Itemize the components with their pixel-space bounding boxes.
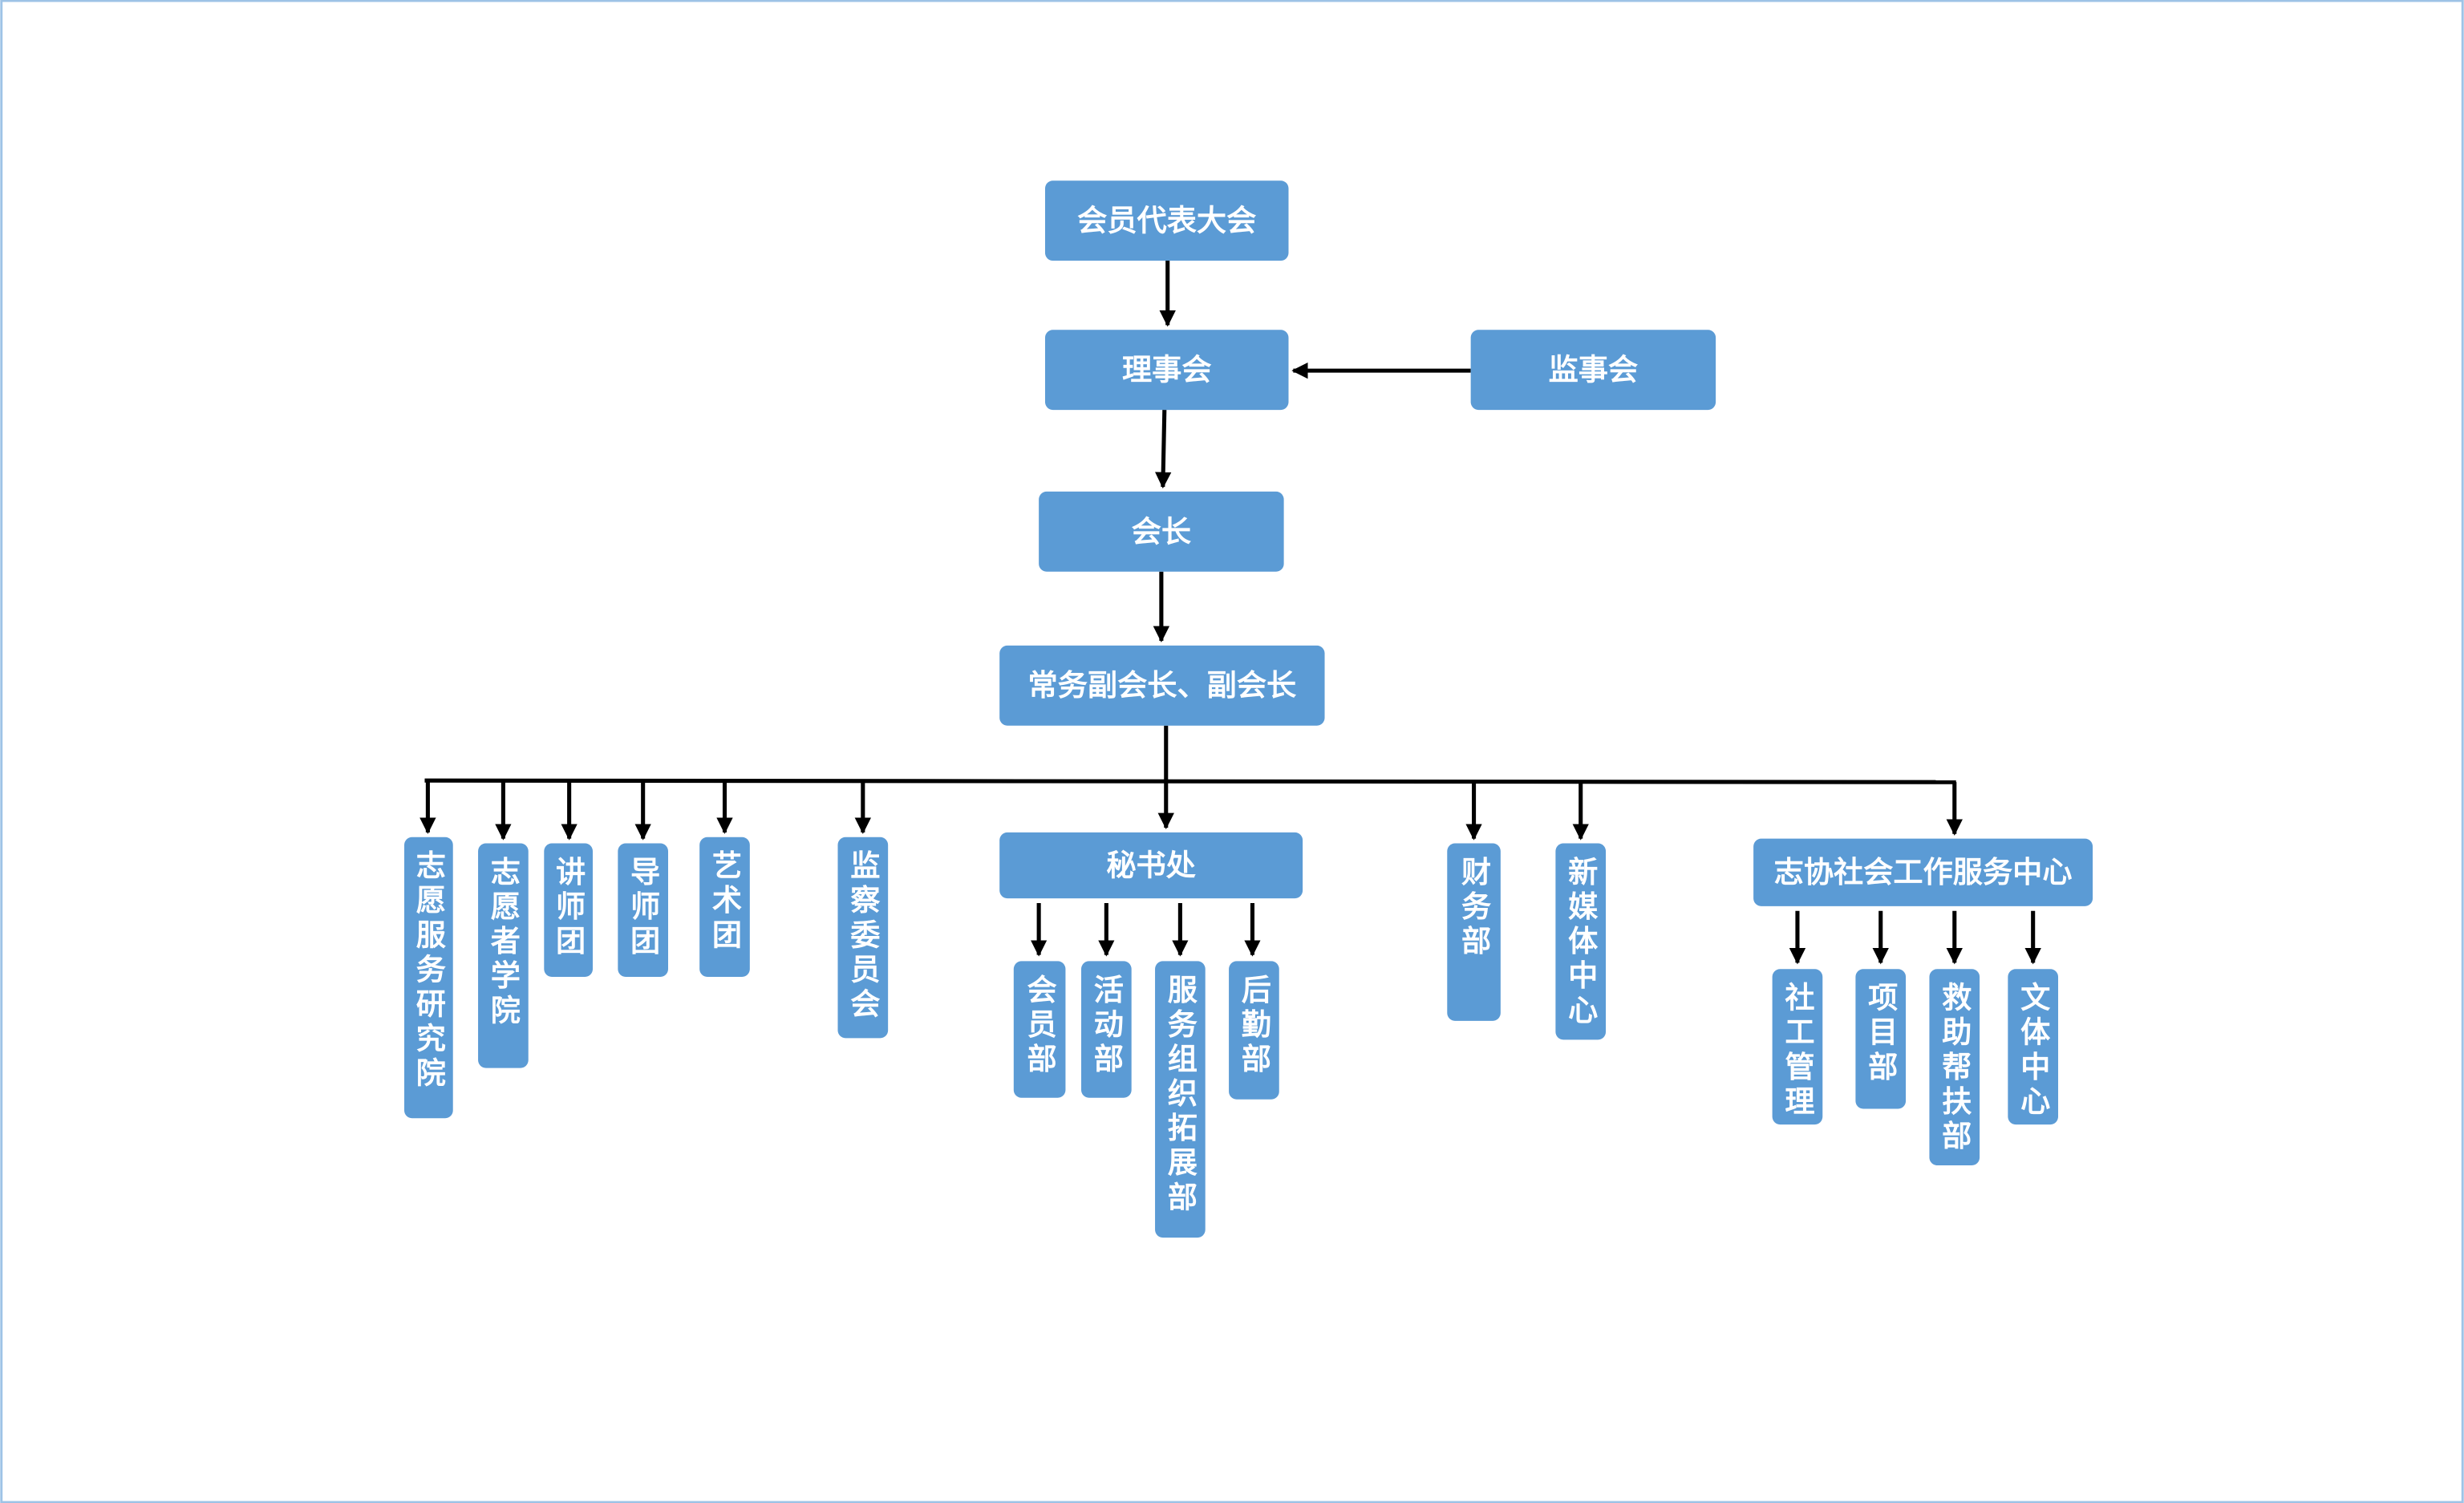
node-box <box>1855 969 1907 1109</box>
node-box <box>1013 961 1066 1098</box>
node-box <box>1772 969 1823 1125</box>
node-box <box>404 837 453 1119</box>
node-label: 导师团 <box>626 856 661 959</box>
node-box <box>837 837 889 1039</box>
node-label: 会员代表大会 <box>1077 203 1256 238</box>
node-label: 志协社会工作服务中心 <box>1774 854 2073 889</box>
node-label: 志愿者学院 <box>485 856 521 1029</box>
node-box <box>1081 961 1132 1098</box>
node-label: 会长 <box>1132 513 1192 549</box>
node-box <box>478 843 529 1068</box>
connectors <box>419 261 2041 965</box>
node-label: 服务组织拓展部 <box>1162 974 1198 1216</box>
node-label: 艺术团 <box>707 849 743 953</box>
node-label: 秘书处 <box>1106 847 1196 882</box>
node-label: 财务部 <box>1457 856 1492 959</box>
node-box <box>999 645 1325 726</box>
node-box <box>999 832 1303 899</box>
node-label: 后勤部 <box>1236 974 1271 1077</box>
node-label: 监察委员会 <box>845 849 881 1023</box>
arrow <box>1155 410 1172 489</box>
node-box <box>1039 491 1284 572</box>
node-label: 讲师团 <box>551 856 586 959</box>
node-box <box>1229 961 1279 1100</box>
node-box <box>699 837 750 978</box>
node-label: 理事会 <box>1122 352 1212 387</box>
node-label: 监事会 <box>1549 352 1639 387</box>
node-box <box>1447 843 1501 1021</box>
node-label: 会员部 <box>1022 974 1057 1077</box>
node-label: 救助帮扶部 <box>1937 982 1972 1155</box>
node-box <box>1555 843 1607 1040</box>
node-label: 志愿服务研究院 <box>411 849 446 1092</box>
node-label: 常务副会长、副会长 <box>1028 667 1298 703</box>
node-box <box>1929 969 1980 1165</box>
node-box <box>1470 330 1716 411</box>
node-box <box>544 843 594 978</box>
node-box <box>1044 330 1289 411</box>
node-label: 社工管理 <box>1780 982 1815 1120</box>
node-box <box>1155 961 1206 1238</box>
bus-line <box>424 778 1956 784</box>
node-box <box>2008 969 2059 1125</box>
node-box <box>1753 838 2093 906</box>
node-label: 项目部 <box>1863 982 1899 1085</box>
node-box <box>618 843 669 978</box>
node-label: 活动部 <box>1088 974 1124 1077</box>
node-label: 文体中心 <box>2016 982 2051 1120</box>
node-label: 新媒体中心 <box>1563 856 1599 1029</box>
node-box <box>1044 180 1289 261</box>
